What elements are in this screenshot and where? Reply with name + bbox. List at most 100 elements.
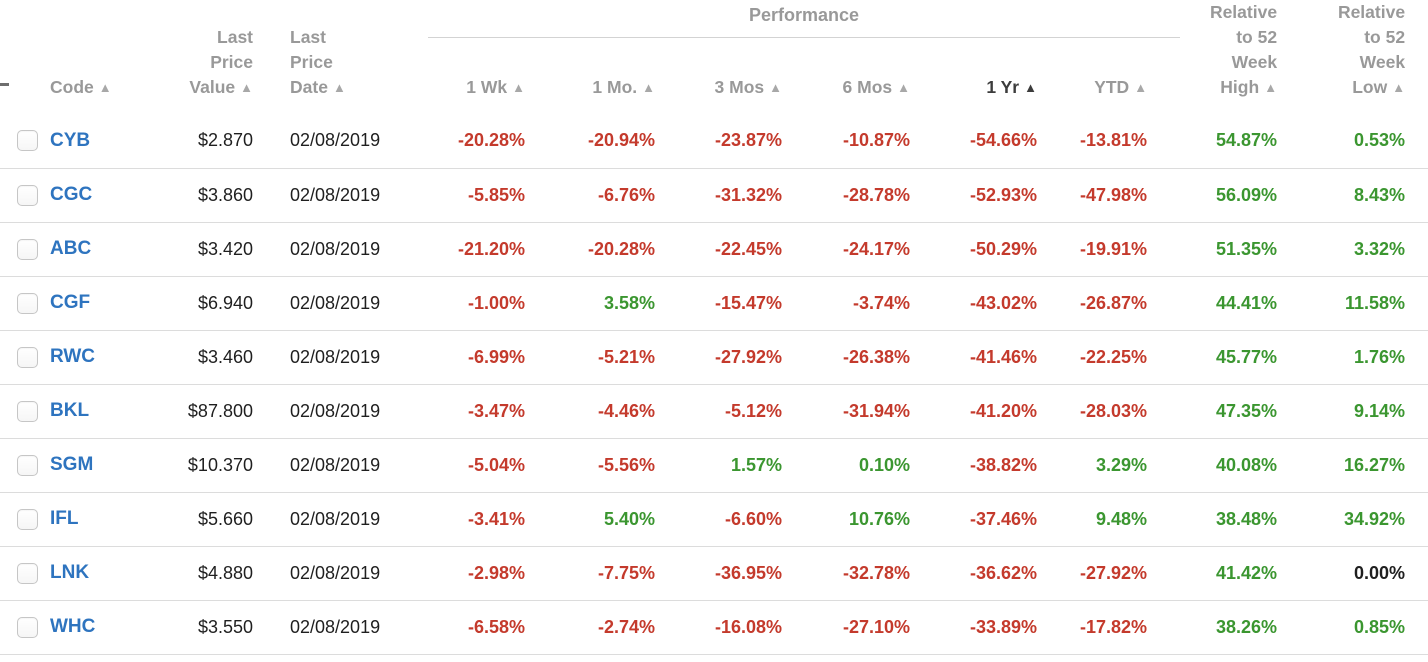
last-price-date: 02/08/2019	[253, 384, 385, 439]
row-checkbox[interactable]	[17, 616, 38, 638]
row-checkbox[interactable]	[17, 184, 38, 206]
column-label: Last Price Value	[189, 27, 253, 97]
perf-1mo: -6.76%	[525, 168, 655, 223]
sort-asc-icon: ▲	[1392, 80, 1406, 95]
row-checkbox-cell	[0, 114, 50, 169]
last-price-date: 02/08/2019	[253, 114, 385, 169]
column-header-1wk[interactable]: 1 Wk ▲	[385, 41, 525, 114]
code-link[interactable]: WHC	[50, 616, 96, 637]
row-filler	[1405, 384, 1428, 439]
rel-52wk-low: 0.85%	[1277, 600, 1406, 655]
sort-asc-icon: ▲	[332, 80, 346, 95]
rel-52wk-high: 47.35%	[1147, 384, 1278, 439]
code-link[interactable]: SGM	[50, 454, 94, 475]
code-cell: IFL	[50, 492, 125, 547]
row-checkbox[interactable]	[17, 508, 38, 530]
last-price-value: $2.870	[125, 114, 253, 169]
row-filler	[1405, 330, 1428, 385]
row-checkbox[interactable]	[17, 130, 38, 152]
perf-3mos: -5.12%	[655, 384, 782, 439]
row-checkbox[interactable]	[17, 454, 38, 476]
code-cell: RWC	[50, 330, 125, 385]
code-link[interactable]: RWC	[50, 346, 96, 367]
last-price-value: $3.550	[125, 600, 253, 655]
last-price-value: $87.800	[125, 384, 253, 439]
perf-1yr: -43.02%	[910, 276, 1037, 331]
column-header-6mos[interactable]: 6 Mos ▲	[782, 41, 910, 114]
rel-52wk-high: 38.48%	[1147, 492, 1278, 547]
perf-6mos: -26.38%	[782, 330, 910, 385]
column-header-last-price-date[interactable]: Last Price Date ▲	[253, 0, 385, 114]
rel-52wk-low: 3.32%	[1277, 222, 1406, 277]
rel-52wk-low: 8.43%	[1277, 168, 1406, 223]
row-checkbox[interactable]	[17, 238, 38, 260]
perf-3mos: -15.47%	[655, 276, 782, 331]
rel-52wk-high: 38.26%	[1147, 600, 1278, 655]
perf-1yr: -36.62%	[910, 546, 1037, 601]
row-checkbox[interactable]	[17, 292, 38, 314]
perf-1wk: -6.99%	[385, 330, 525, 385]
perf-6mos: 10.76%	[782, 492, 910, 547]
perf-3mos: -27.92%	[655, 330, 782, 385]
table-row: LNK $4.880 02/08/2019 -2.98% -7.75% -36.…	[0, 546, 1428, 601]
row-filler	[1405, 546, 1428, 601]
code-link[interactable]: BKL	[50, 400, 90, 421]
row-checkbox[interactable]	[17, 346, 38, 368]
perf-3mos: -23.87%	[655, 114, 782, 169]
row-checkbox[interactable]	[17, 400, 38, 422]
table-row: CYB $2.870 02/08/2019 -20.28% -20.94% -2…	[0, 114, 1428, 169]
row-checkbox-cell	[0, 438, 50, 493]
sort-asc-icon: ▲	[642, 80, 655, 95]
last-price-value: $3.460	[125, 330, 253, 385]
row-checkbox-cell	[0, 168, 50, 223]
perf-ytd: -26.87%	[1037, 276, 1148, 331]
perf-6mos: -28.78%	[782, 168, 910, 223]
code-link[interactable]: ABC	[50, 238, 92, 259]
sort-asc-icon: ▲	[769, 80, 782, 95]
code-link[interactable]: CGC	[50, 184, 93, 205]
column-header-code[interactable]: Code ▲	[50, 0, 125, 114]
column-header-1mo[interactable]: 1 Mo. ▲	[525, 41, 655, 114]
column-label: YTD	[1094, 77, 1130, 97]
row-checkbox[interactable]	[17, 562, 38, 584]
perf-1wk: -21.20%	[385, 222, 525, 277]
rel-52wk-high: 44.41%	[1147, 276, 1278, 331]
code-cell: CGC	[50, 168, 125, 223]
perf-1yr: -41.46%	[910, 330, 1037, 385]
column-header-rel-52wk-high[interactable]: Relative to 52 Week High ▲	[1147, 0, 1277, 114]
rel-52wk-low: 0.53%	[1277, 114, 1406, 169]
rel-52wk-low: 34.92%	[1277, 492, 1406, 547]
code-cell: ABC	[50, 222, 125, 277]
code-link[interactable]: CGF	[50, 292, 91, 313]
rel-52wk-low: 11.58%	[1277, 276, 1406, 331]
perf-ytd: -28.03%	[1037, 384, 1148, 439]
perf-1yr: -33.89%	[910, 600, 1037, 655]
perf-1wk: -1.00%	[385, 276, 525, 331]
perf-1mo: 5.40%	[525, 492, 655, 547]
row-filler	[1405, 276, 1428, 331]
sort-asc-icon: ▲	[1264, 80, 1278, 95]
column-header-last-price-value[interactable]: Last Price Value ▲	[125, 0, 253, 114]
column-header-3mos[interactable]: 3 Mos ▲	[655, 41, 782, 114]
row-checkbox-cell	[0, 276, 50, 331]
last-price-date: 02/08/2019	[253, 222, 385, 277]
column-label: Relative to 52 Week High	[1209, 2, 1278, 97]
column-header-rel-52wk-low[interactable]: Relative to 52 Week Low ▲	[1277, 0, 1405, 114]
column-header-ytd[interactable]: YTD ▲	[1037, 41, 1147, 114]
rel-52wk-high: 41.42%	[1147, 546, 1278, 601]
perf-1wk: -3.41%	[385, 492, 525, 547]
perf-ytd: -47.98%	[1037, 168, 1148, 223]
code-link[interactable]: CYB	[50, 129, 91, 151]
row-checkbox-cell	[0, 546, 50, 601]
code-link[interactable]: LNK	[50, 562, 90, 583]
perf-ytd: -17.82%	[1037, 600, 1148, 655]
column-header-1yr[interactable]: 1 Yr ▲	[910, 41, 1037, 114]
perf-ytd: -27.92%	[1037, 546, 1148, 601]
sort-asc-icon: ▲	[1134, 80, 1148, 95]
code-link[interactable]: IFL	[50, 508, 79, 529]
performance-group-header: Performance	[385, 0, 1181, 41]
perf-1wk: -2.98%	[385, 546, 525, 601]
last-price-date: 02/08/2019	[253, 276, 385, 331]
table-row: RWC $3.460 02/08/2019 -6.99% -5.21% -27.…	[0, 330, 1428, 385]
